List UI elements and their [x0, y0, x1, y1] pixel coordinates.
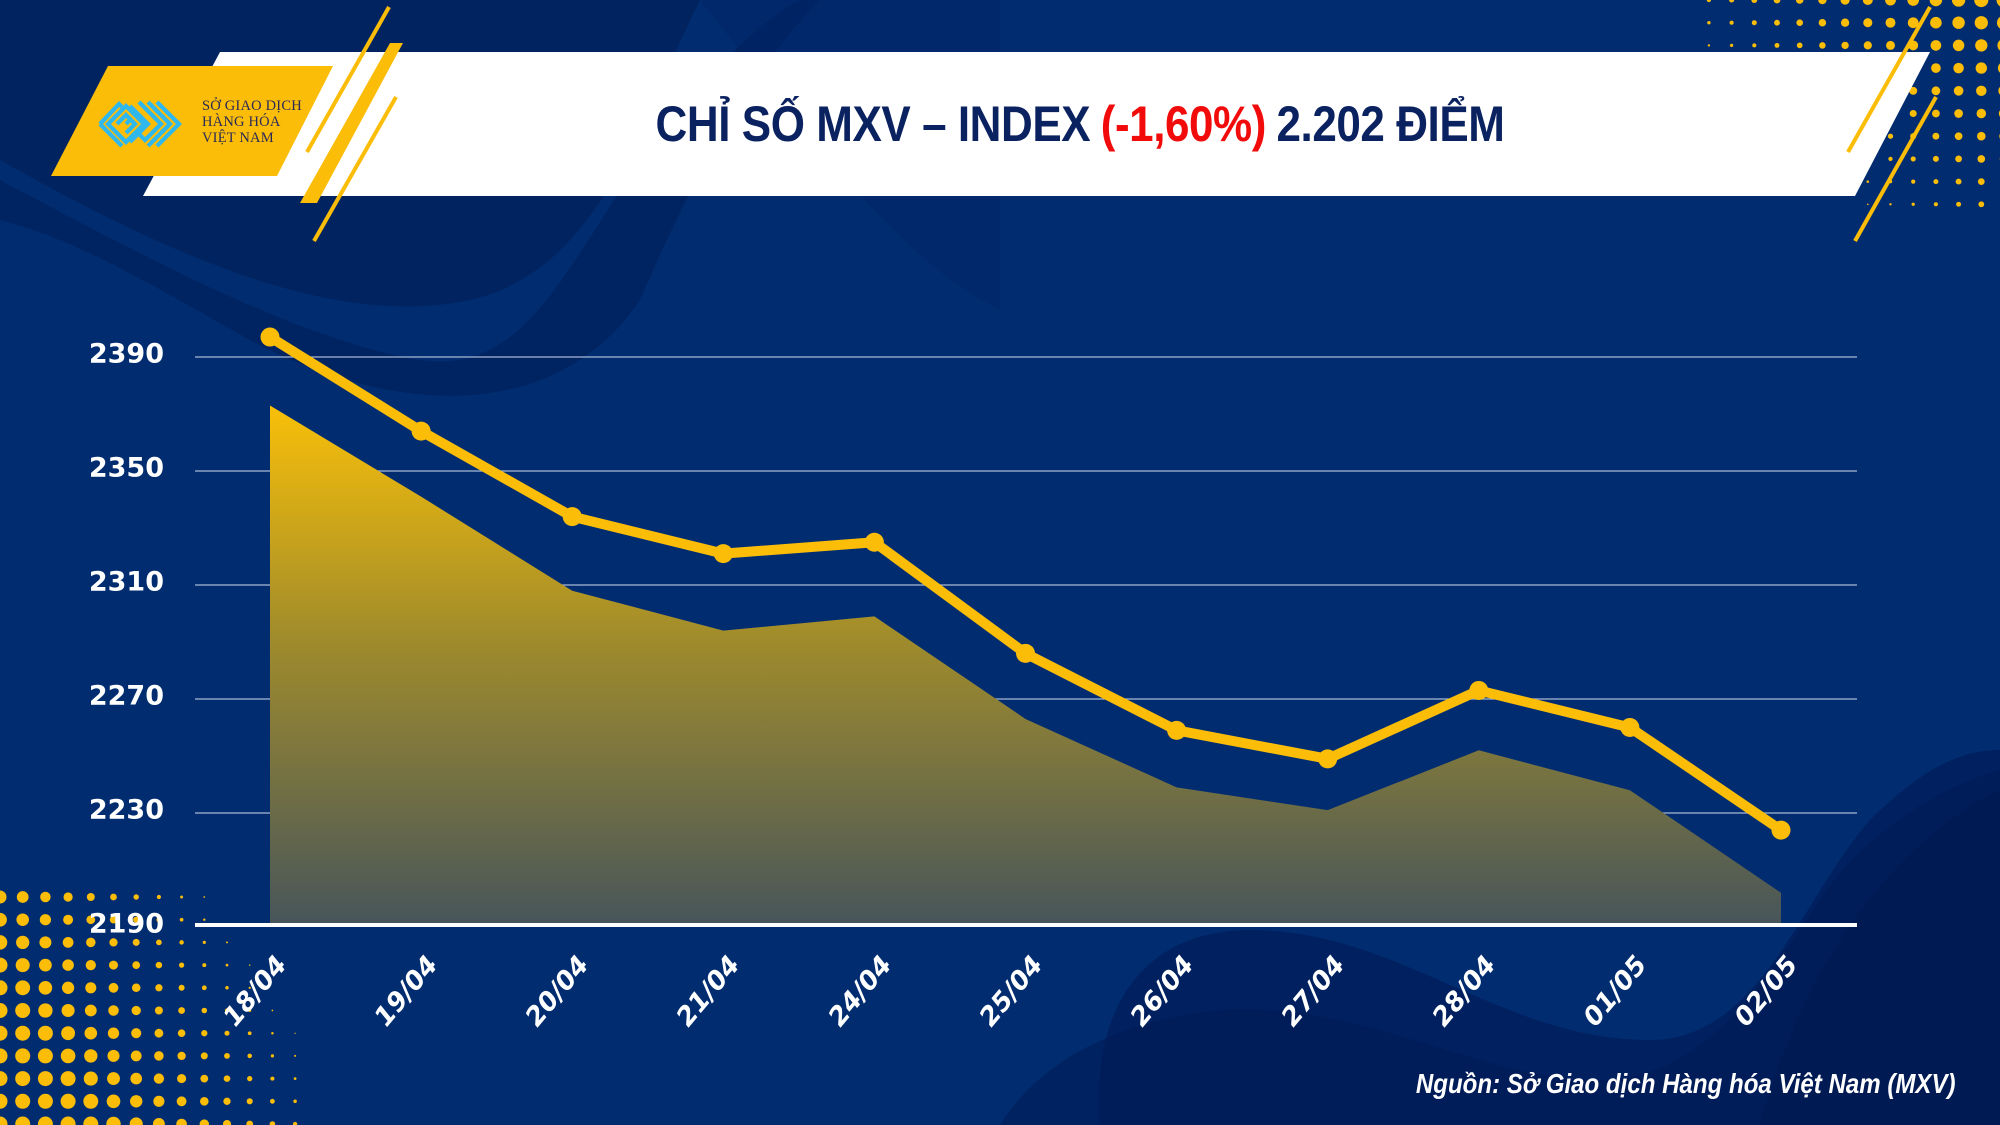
title-change-percent: (-1,60%) — [1100, 96, 1267, 152]
logo-line-1: SỞ GIAO DỊCH — [202, 98, 302, 114]
y-tick-label: 2310 — [88, 566, 164, 598]
logo-text: SỞ GIAO DỊCH HÀNG HÓA VIỆT NAM — [202, 98, 302, 146]
y-tick-label: 2350 — [88, 452, 164, 484]
title-points: 2.202 ĐIỂM — [1276, 96, 1505, 152]
logo-line-3: VIỆT NAM — [202, 130, 274, 146]
data-point-marker — [562, 507, 582, 527]
data-point-marker — [864, 532, 884, 552]
source-note: Nguồn: Sở Giao dịch Hàng hóa Việt Nam (M… — [1416, 1068, 1956, 1099]
page-title: CHỈ SỐ MXV – INDEX (-1,60%) 2.202 ĐIỂM — [570, 52, 1591, 196]
logo-plate — [51, 66, 333, 176]
data-point-marker — [1016, 643, 1035, 663]
title-prefix: CHỈ SỐ MXV – INDEX — [655, 96, 1091, 152]
data-point-marker — [1771, 820, 1791, 840]
data-point-marker — [1318, 749, 1338, 769]
data-point-marker — [260, 327, 280, 347]
title-banner — [143, 52, 1930, 196]
data-point-marker — [1469, 680, 1489, 700]
data-point-marker — [713, 544, 733, 564]
y-tick-label: 2230 — [88, 794, 164, 826]
index-area-series — [270, 405, 1781, 925]
y-tick-label: 2390 — [88, 338, 164, 370]
data-point-marker — [1620, 718, 1640, 737]
y-tick-label: 2190 — [88, 908, 164, 940]
data-point-marker — [411, 421, 431, 441]
data-point-marker — [1167, 720, 1187, 740]
y-tick-label: 2270 — [88, 680, 164, 712]
halftone-dots-bottom-left — [0, 890, 298, 1125]
mxv-maze-logo-icon — [98, 100, 182, 148]
line-markers — [260, 327, 1791, 840]
logo-line-2: HÀNG HÓA — [202, 114, 281, 130]
